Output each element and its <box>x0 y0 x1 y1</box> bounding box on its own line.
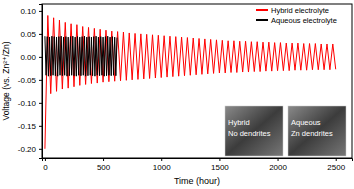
x-tick-label: 500 <box>97 163 111 172</box>
legend-swatch <box>256 9 268 11</box>
chart: Hybrid No dendrites Aqueous Zn dendrites 0 50… <box>0 0 354 189</box>
x-tick: 500 <box>97 158 111 172</box>
series-line <box>45 36 117 76</box>
x-tick-mark <box>103 158 104 161</box>
legend-label: Aqueous electrolyte <box>271 16 337 25</box>
y-tick: 0.05 <box>20 30 42 39</box>
plot-area <box>45 15 336 148</box>
y-tick: 0.10 <box>20 7 42 16</box>
y-tick-mark <box>39 57 42 58</box>
x-tick: 1000 <box>153 158 171 172</box>
x-axis-line <box>43 159 353 162</box>
annotation: Zn dendrites <box>291 129 333 138</box>
y-tick-label: -0.10 <box>18 99 37 108</box>
legend-swatch <box>256 19 268 21</box>
y-tick: -0.15 <box>18 122 42 131</box>
x-tick-label: 2000 <box>269 163 287 172</box>
y-tick: -0.10 <box>18 99 42 108</box>
x-tick: 2500 <box>327 158 345 172</box>
y-tick-label: -0.20 <box>18 145 37 154</box>
annotation: Aqueous <box>291 118 321 127</box>
x-tick: 1500 <box>211 158 229 172</box>
x-axis: 0 500 1000 1500 2000 2500 <box>43 158 353 172</box>
x-tick-mark <box>336 158 337 161</box>
y-tick-label: -0.05 <box>18 76 37 85</box>
y-tick: -0.05 <box>18 76 42 85</box>
x-tick: 2000 <box>269 158 287 172</box>
x-tick-mark <box>161 158 162 161</box>
y-tick: -0.20 <box>18 145 42 154</box>
x-axis-title: Time (hour) <box>174 176 220 186</box>
y-tick-label: 0.05 <box>20 30 36 39</box>
y-tick-label: -0.15 <box>18 122 37 131</box>
x-tick-label: 0 <box>43 163 48 172</box>
y-axis-title: Voltage (vs. Zn²⁺/Zn) <box>1 41 11 120</box>
y-tick-mark <box>39 126 42 127</box>
y-tick-mark <box>39 11 42 12</box>
series-line <box>45 15 336 148</box>
y-axis: 0.10 0.05 0.00 -0.05 -0.10 -0.15 -0.20 <box>18 5 43 159</box>
plot-frame <box>42 4 352 158</box>
y-tick-mark <box>39 34 42 35</box>
x-tick-mark <box>45 158 46 161</box>
y-tick: 0.00 <box>20 53 42 62</box>
y-axis-line <box>39 5 43 159</box>
x-tick: 0 <box>43 158 48 172</box>
annotation: Hybrid <box>228 118 250 127</box>
x-tick-label: 1500 <box>211 163 229 172</box>
y-tick-mark <box>39 80 42 81</box>
sem-image <box>288 106 346 156</box>
y-tick-mark <box>39 149 42 150</box>
x-tick-label: 1000 <box>153 163 171 172</box>
y-tick-label: 0.00 <box>20 53 36 62</box>
annotation: No dendrites <box>228 129 271 138</box>
legend: Hybrid electrolyteAqueous electrolyte <box>256 6 337 25</box>
legend-label: Hybrid electrolyte <box>271 6 329 15</box>
y-tick-label: 0.10 <box>20 7 36 16</box>
sem-image <box>225 106 283 156</box>
y-tick-mark <box>39 103 42 104</box>
x-tick-mark <box>278 158 279 161</box>
x-tick-label: 2500 <box>327 163 345 172</box>
x-tick-mark <box>219 158 220 161</box>
